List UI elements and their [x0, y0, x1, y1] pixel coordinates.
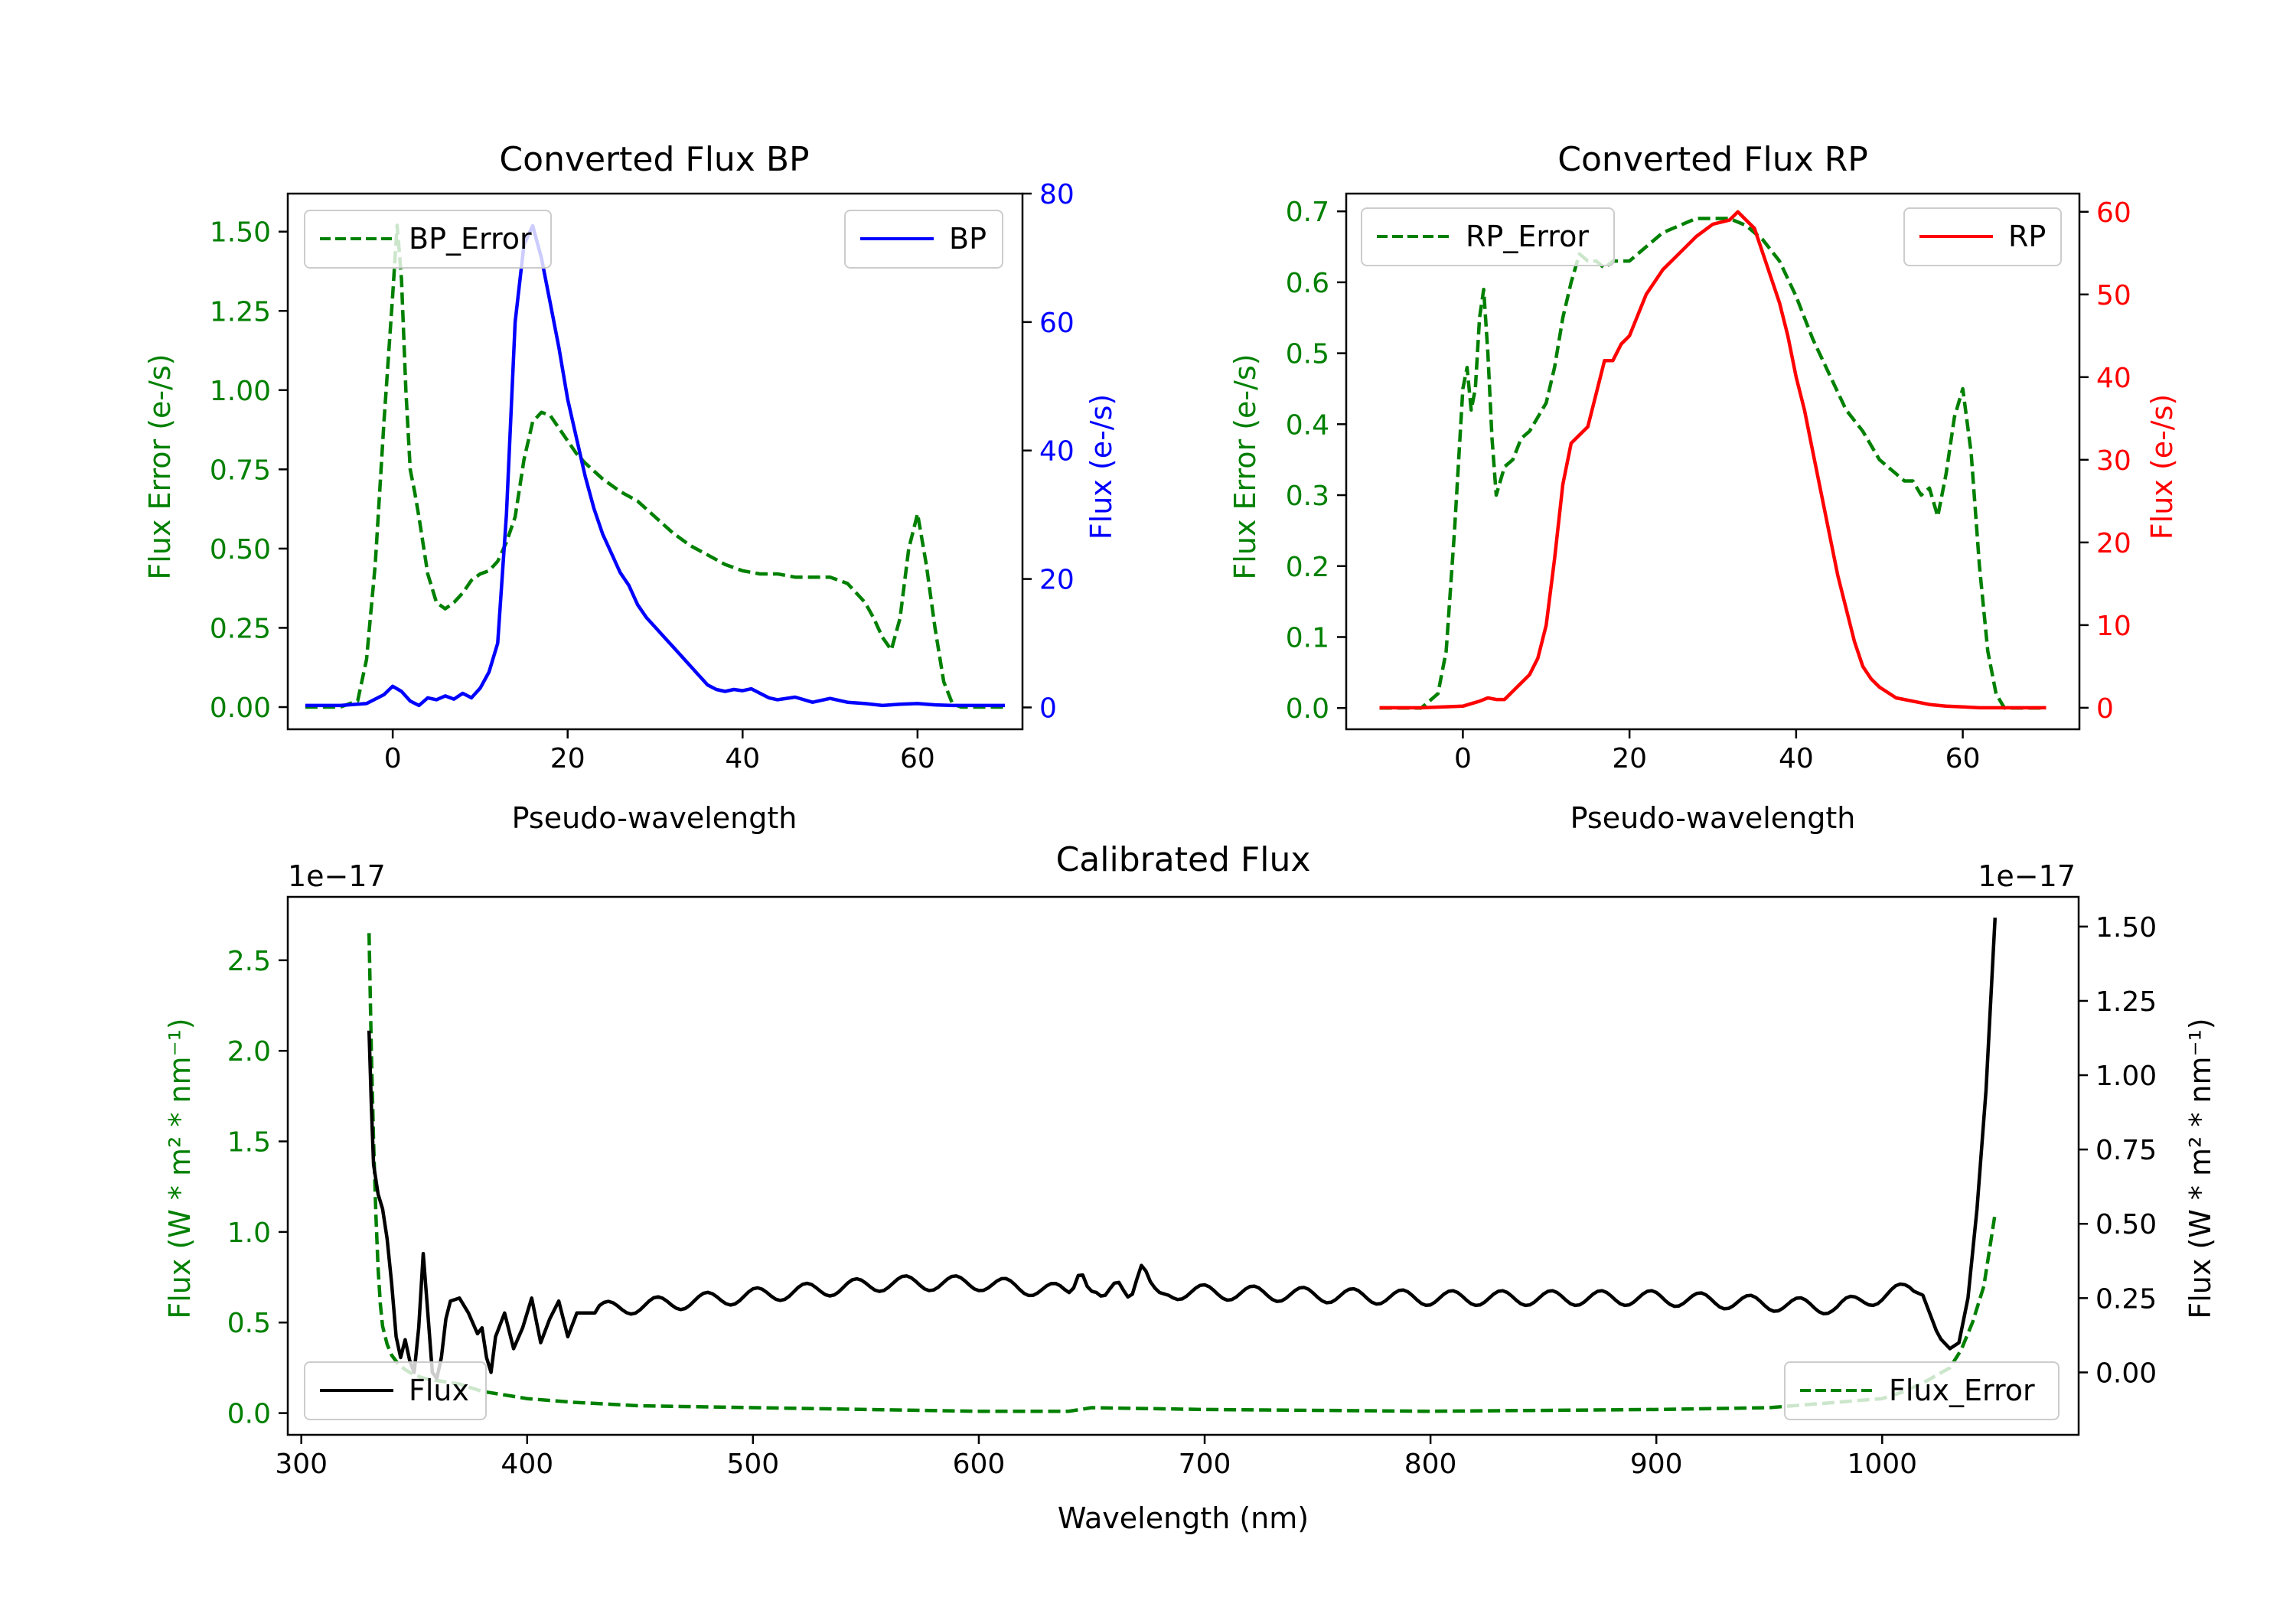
- bp-ylabel-right: Flux (e-/s): [1084, 394, 1118, 539]
- rp-ytick-left-label: 0.4: [1286, 409, 1329, 441]
- rp-ytick-right-label: 0: [2096, 693, 2114, 725]
- cal-ytick-right-label: 0.50: [2095, 1209, 2157, 1240]
- bp-ytick-right-label: 40: [1039, 436, 1075, 468]
- cal-ytick-left-label: 1.5: [227, 1127, 271, 1159]
- bp-legend-flux-label: BP: [949, 222, 987, 256]
- rp-legend-error: RP_Error: [1361, 207, 1615, 266]
- rp-xtick-label: 20: [1612, 743, 1647, 774]
- cal-legend-flux: Flux: [304, 1361, 487, 1420]
- rp-ytick-left-label: 0.6: [1286, 268, 1329, 299]
- cal-ylabel-left: Flux (W * m² * nm⁻¹): [163, 1018, 197, 1319]
- bp-ytick-left-label: 0.25: [210, 613, 271, 644]
- rp-ytick-left-label: 0.5: [1286, 339, 1329, 370]
- bp-xtick-label: 20: [550, 743, 585, 774]
- bp-ytick-right-label: 0: [1039, 693, 1057, 724]
- bp-ytick-left-label: 1.25: [210, 296, 271, 328]
- cal-series-flux-error-line: [367, 933, 1998, 1413]
- cal-ytick-right-label: 1.50: [2095, 912, 2157, 944]
- cal-ytick-left-label: 0.0: [227, 1399, 271, 1430]
- bp-series-bp-line: [305, 223, 1006, 708]
- bp-legend-error-label: BP_Error: [409, 222, 532, 256]
- cal-xtick-label: 300: [275, 1449, 328, 1480]
- cal-offset-left: 1e−17: [288, 859, 386, 893]
- bp-ytick-left-label: 0.50: [210, 534, 271, 566]
- cal-legend-error: Flux_Error: [1784, 1361, 2060, 1420]
- cal-ytick-left-label: 0.5: [227, 1308, 271, 1339]
- cal-xtick-label: 700: [1179, 1449, 1231, 1480]
- rp-series-rp-error-line: [1379, 217, 2047, 710]
- cal-legend-flux-label: Flux: [409, 1374, 469, 1407]
- cal-xtick-label: 900: [1630, 1449, 1683, 1480]
- rp-ytick-right-label: 10: [2096, 611, 2131, 642]
- cal-ytick-left-label: 1.0: [227, 1217, 271, 1249]
- cal-offset-right: 1e−17: [1978, 859, 2076, 893]
- bp-ytick-left-label: 1.00: [210, 376, 271, 407]
- rp-panel: Converted Flux RP 0 20 40 60 0.0 0.1 0.2 0.3 0.4…: [1228, 140, 2179, 835]
- rp-xtick-label: 0: [1454, 743, 1472, 774]
- bp-xtick-label: 60: [900, 743, 935, 774]
- cal-legend-error-label: Flux_Error: [1889, 1374, 2035, 1407]
- bp-ytick-right-label: 80: [1039, 179, 1075, 210]
- rp-ytick-right-label: 20: [2096, 528, 2131, 559]
- rp-ytick-left-label: 0.0: [1286, 693, 1329, 725]
- bp-title: Converted Flux BP: [499, 140, 809, 179]
- rp-xtick-label: 40: [1779, 743, 1814, 774]
- cal-axes-frame: [286, 895, 2080, 1436]
- cal-ylabel-right: Flux (W * m² * nm⁻¹): [2183, 1018, 2217, 1319]
- rp-ytick-left-label: 0.1: [1286, 622, 1329, 654]
- bp-xtick-label: 40: [725, 743, 760, 774]
- cal-ytick-left-label: 2.0: [227, 1036, 271, 1068]
- cal-ytick-right-label: 0.75: [2095, 1135, 2157, 1166]
- bp-axes-frame: [286, 192, 1024, 731]
- rp-xtick-label: 60: [1945, 743, 1981, 774]
- rp-ytick-right-label: 50: [2096, 280, 2131, 311]
- rp-legend-flux: RP: [1903, 207, 2062, 266]
- bp-ytick-right-label: 60: [1039, 308, 1075, 339]
- cal-ytick-right-label: 0.00: [2095, 1358, 2157, 1389]
- rp-ytick-right-label: 30: [2096, 445, 2131, 477]
- cal-xlabel: Wavelength (nm): [1058, 1501, 1309, 1535]
- bp-xlabel: Pseudo-wavelength: [512, 801, 797, 835]
- bp-ytick-left-label: 0.00: [210, 693, 271, 724]
- rp-series-rp-line: [1379, 210, 2047, 710]
- rp-ytick-right-label: 60: [2096, 197, 2131, 229]
- cal-xtick-label: 400: [501, 1449, 553, 1480]
- bp-plot-area: 0 20 40 60 0.00 0.25 0.50 0.75 1.00 1.25 1.50 0 20 40…: [210, 179, 1075, 774]
- rp-ylabel-right: Flux (e-/s): [2145, 394, 2179, 539]
- rp-ytick-left-label: 0.7: [1286, 197, 1329, 228]
- rp-ytick-left-label: 0.3: [1286, 481, 1329, 512]
- cal-ytick-right-label: 1.00: [2095, 1061, 2157, 1092]
- rp-ylabel-left: Flux Error (e-/s): [1228, 354, 1262, 579]
- bp-panel: Converted Flux BP 0 20 40 60 0.00 0.25 0.50 0.7…: [143, 140, 1118, 835]
- cal-title: Calibrated Flux: [1056, 840, 1311, 879]
- cal-xtick-label: 600: [953, 1449, 1006, 1480]
- calibrated-plot-area: 300 400 500 600 700 800 900 1000 0.0 0.5 1.0 1.5 2.0…: [227, 895, 2157, 1480]
- cal-ytick-right-label: 1.25: [2095, 986, 2157, 1018]
- rp-legend-flux-label: RP: [2008, 220, 2046, 253]
- rp-axes-frame: [1345, 192, 2081, 731]
- cal-ytick-left-label: 2.5: [227, 946, 271, 977]
- rp-ytick-right-label: 40: [2096, 363, 2131, 394]
- bp-ytick-left-label: 1.50: [210, 217, 271, 249]
- bp-legend-error: BP_Error: [304, 210, 552, 269]
- cal-series-flux-line: [367, 918, 1998, 1380]
- bp-xtick-label: 0: [384, 743, 402, 774]
- rp-xlabel: Pseudo-wavelength: [1570, 801, 1856, 835]
- rp-plot-area: 0 20 40 60 0.0 0.1 0.2 0.3 0.4 0.5 0.6 0.7 0 10 20 30 40…: [1286, 192, 2131, 774]
- bp-legend-flux: BP: [844, 210, 1003, 269]
- rp-ytick-left-label: 0.2: [1286, 552, 1329, 583]
- rp-title: Converted Flux RP: [1557, 140, 1868, 179]
- rp-legend-error-label: RP_Error: [1466, 220, 1589, 253]
- cal-xtick-label: 500: [727, 1449, 780, 1480]
- cal-xtick-label: 1000: [1847, 1449, 1917, 1480]
- bp-series-bp-error-line: [305, 223, 1006, 709]
- cal-ytick-right-label: 0.25: [2095, 1283, 2157, 1315]
- bp-ytick-right-label: 20: [1039, 565, 1075, 596]
- bp-ytick-left-label: 0.75: [210, 455, 271, 486]
- cal-xtick-label: 800: [1404, 1449, 1457, 1480]
- bp-ylabel-left: Flux Error (e-/s): [143, 354, 177, 579]
- calibrated-panel: Calibrated Flux 1e−17 1e−17 300 400 500 600…: [163, 840, 2217, 1535]
